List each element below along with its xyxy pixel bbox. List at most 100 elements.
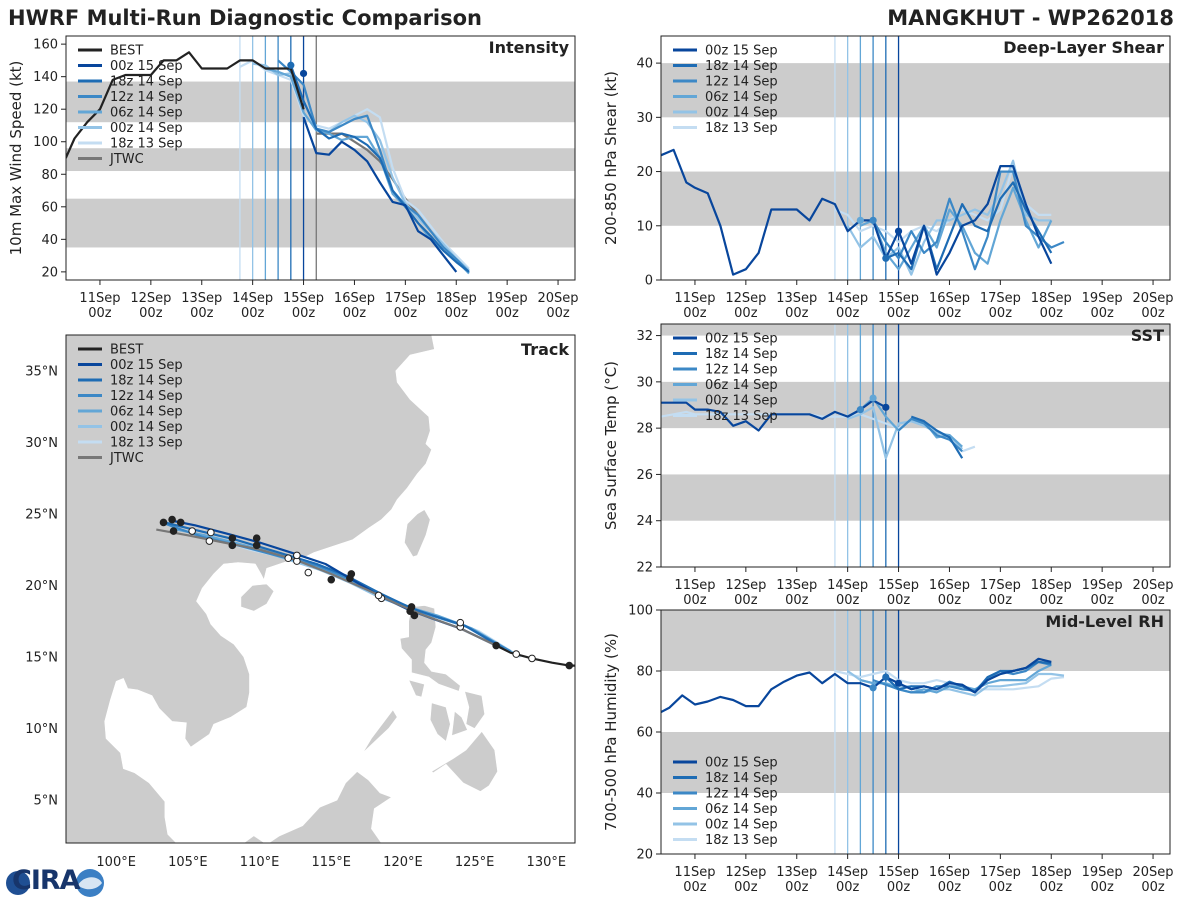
lon-tick-label: 110°E <box>240 855 280 870</box>
x-tick-label-hour: 00z <box>1090 306 1114 321</box>
track-position-dot <box>168 515 176 524</box>
x-tick-label-day: 17Sep <box>385 291 426 306</box>
shaded-band <box>661 171 1170 226</box>
legend-label-00z-14-sep: 00z 14 Sep <box>705 106 778 121</box>
legend-label-12z-14-sep: 12z 14 Sep <box>705 75 778 90</box>
lat-tick-label: 35°N <box>25 364 58 379</box>
y-tick-label: 60 <box>41 200 58 215</box>
y-tick-label: 20 <box>636 848 653 863</box>
x-tick-label-hour: 00z <box>241 306 265 321</box>
track-position-dot <box>176 518 185 527</box>
track-position-dot <box>188 527 196 535</box>
map-area <box>66 335 575 843</box>
legend-label-12z-14-sep: 12z 14 Sep <box>110 90 183 105</box>
y-tick-label: 28 <box>636 422 653 437</box>
legend-label-06z-14-sep: 06z 14 Sep <box>110 405 183 420</box>
x-tick-label-day: 18Sep <box>1031 291 1072 306</box>
init-marker <box>869 216 877 224</box>
track-position-dot <box>284 554 293 563</box>
y-tick-label: 10 <box>636 219 653 234</box>
x-tick-label-hour: 00z <box>683 880 707 895</box>
init-marker <box>299 69 308 78</box>
series-line-18z-14-sep <box>910 415 964 459</box>
plot-area-intensity <box>66 51 470 275</box>
shaded-band <box>661 63 1170 118</box>
y-tick-label: 32 <box>636 329 653 344</box>
x-tick-label-hour: 00z <box>1141 306 1165 321</box>
legend-label-00z-15-sep: 00z 15 Sep <box>705 756 778 771</box>
x-tick-label-hour: 00z <box>139 306 163 321</box>
legend-label-12z-14-sep: 12z 14 Sep <box>705 787 778 802</box>
legend-label-18z-13-sep: 18z 13 Sep <box>705 833 778 848</box>
plot-area-shear <box>661 148 1065 276</box>
track-position-dot <box>159 518 168 527</box>
track-position-dot <box>228 534 237 543</box>
lon-tick-label: 125°E <box>455 855 495 870</box>
legend-label-18z-14-sep: 18z 14 Sep <box>705 59 778 74</box>
y-tick-label: 40 <box>636 787 653 802</box>
x-tick-label-hour: 00z <box>495 306 519 321</box>
series-line-00z-15-sep <box>661 148 1053 276</box>
legend-label-18z-13-sep: 18z 13 Sep <box>110 137 183 152</box>
x-tick-label-day: 20Sep <box>1133 578 1174 593</box>
land-samar-leyte <box>464 690 486 729</box>
shaded-band <box>661 474 1170 521</box>
x-tick-label-day: 19Sep <box>1082 291 1123 306</box>
legend-label-18z-14-sep: 18z 14 Sep <box>110 374 183 389</box>
shaded-band <box>66 198 575 248</box>
track-position-dot <box>207 528 215 537</box>
land-luzon <box>399 605 461 692</box>
cira-logo: CIRA <box>4 865 108 899</box>
x-tick-label-day: 15Sep <box>878 291 919 306</box>
series-line-00z-15-sep <box>661 657 1052 714</box>
x-tick-label-hour: 00z <box>836 880 860 895</box>
x-tick-label-hour: 00z <box>88 306 112 321</box>
x-tick-label-hour: 00z <box>1141 880 1165 895</box>
x-tick-label-day: 11Sep <box>674 578 715 593</box>
legend-label-06z-14-sep: 06z 14 Sep <box>110 106 183 121</box>
x-tick-label-hour: 00z <box>734 306 758 321</box>
y-tick-label: 30 <box>636 375 653 390</box>
panel-title: Mid-Level RH <box>1045 612 1164 631</box>
lat-tick-label: 20°N <box>25 579 58 594</box>
shear-panel: 01020304011Sep00z12Sep00z13Sep00z14Sep00… <box>602 35 1174 321</box>
lon-tick-label: 100°E <box>96 855 136 870</box>
y-tick-label: 100 <box>33 135 58 150</box>
y-tick-label: 0 <box>645 274 653 289</box>
x-tick-label-hour: 00z <box>938 593 962 608</box>
track-position-dot <box>528 654 536 663</box>
track-position-dot <box>406 607 414 615</box>
track-position-dot <box>304 568 313 577</box>
series-line-12z-14-sep <box>872 660 1052 694</box>
series-line-12z-14-sep <box>277 59 470 273</box>
land-mindanao <box>431 730 498 792</box>
panel-title: SST <box>1131 326 1164 345</box>
lat-tick-label: 25°N <box>25 507 58 522</box>
series-line-00z-15-sep <box>302 116 458 273</box>
logo-swirl <box>78 877 102 890</box>
x-tick-label-day: 13Sep <box>181 291 222 306</box>
x-tick-label-day: 18Sep <box>436 291 477 306</box>
x-tick-label-day: 12Sep <box>725 578 766 593</box>
legend-label-00z-15-sep: 00z 15 Sep <box>705 332 778 347</box>
x-tick-label-day: 14Sep <box>827 291 868 306</box>
x-tick-label-day: 20Sep <box>1133 291 1174 306</box>
x-tick-label-hour: 00z <box>989 593 1013 608</box>
init-marker <box>287 61 295 69</box>
x-tick-label-day: 11Sep <box>79 291 120 306</box>
y-axis-label: 10m Max Wind Speed (kt) <box>7 61 25 256</box>
figure-title: HWRF Multi-Run Diagnostic Comparison <box>8 6 483 30</box>
panel-title: Intensity <box>489 38 570 57</box>
track-position-dot <box>169 527 178 535</box>
y-axis-label: Sea Surface Temp (°C) <box>602 361 620 530</box>
land-mindoro <box>408 679 425 698</box>
y-tick-label: 22 <box>636 561 653 576</box>
y-tick-label: 20 <box>41 265 58 280</box>
track-position-dot <box>293 551 301 560</box>
x-tick-label-hour: 00z <box>683 593 707 608</box>
legend-label-18z-14-sep: 18z 14 Sep <box>705 771 778 786</box>
legend-label-jtwc: JTWC <box>109 152 144 167</box>
lat-tick-label: 30°N <box>25 436 58 451</box>
legend-label-00z-15-sep: 00z 15 Sep <box>110 59 183 74</box>
x-tick-label-day: 18Sep <box>1031 578 1072 593</box>
